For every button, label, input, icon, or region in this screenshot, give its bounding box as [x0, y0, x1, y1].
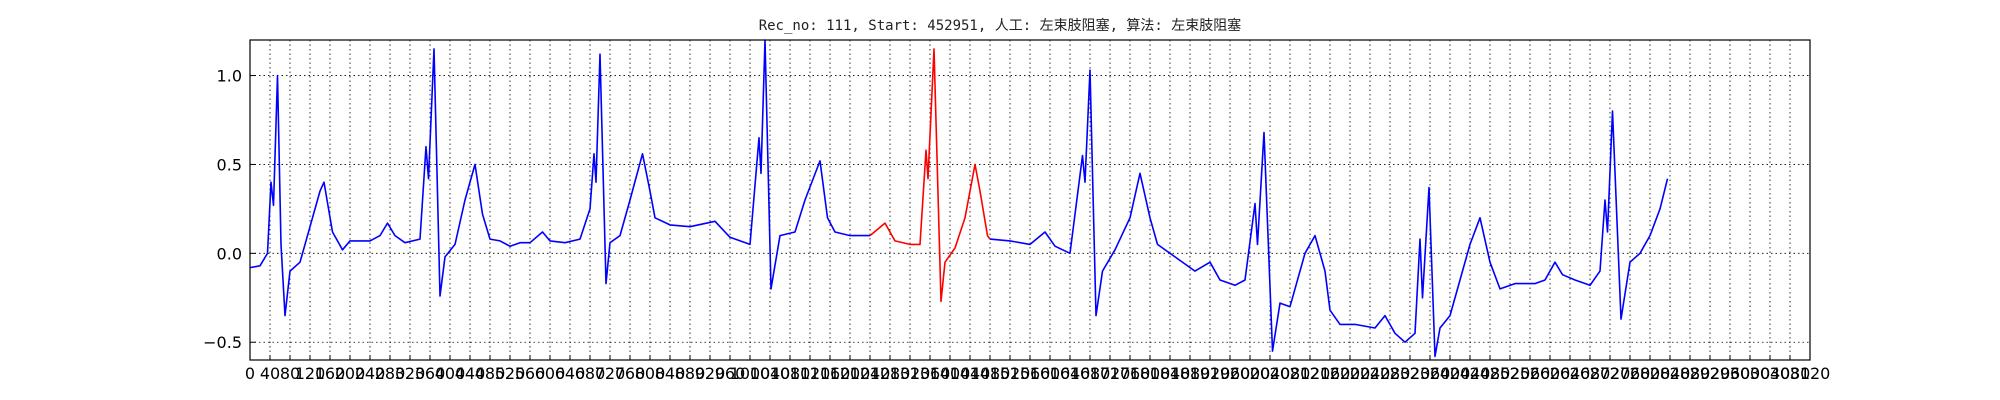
- y-axis: −0.5 0.0 0.5 1.0: [203, 67, 256, 352]
- x-tick-label: 2600: [1530, 364, 1571, 383]
- x-tick-label: 600: [535, 364, 566, 383]
- x-tick-label: 1760: [1110, 364, 1151, 383]
- x-tick-label: 200: [335, 364, 366, 383]
- x-tick-label: 1880: [1170, 364, 1211, 383]
- x-tick-label: 720: [595, 364, 626, 383]
- x-tick-label: 800: [635, 364, 666, 383]
- x-axis: 0 40 8012016020024028032036040044048052056…: [245, 355, 1830, 383]
- x-tick-label: 1160: [810, 364, 851, 383]
- x-tick-label: 40: [260, 364, 280, 383]
- x-tick-label: 2800: [1630, 364, 1671, 383]
- x-tick-label: 3080: [1770, 364, 1811, 383]
- x-tick-label: 1280: [870, 364, 911, 383]
- x-tick-label: 1520: [990, 364, 1031, 383]
- x-tick-label: 1960: [1210, 364, 1251, 383]
- x-tick-label: 3000: [1730, 364, 1771, 383]
- y-tick-label: 0.0: [217, 244, 242, 263]
- x-tick-label: 280: [375, 364, 406, 383]
- chart-title: Rec_no: 111, Start: 452951, 人工: 左束肢阻塞, 算…: [759, 17, 1242, 34]
- x-tick-label: 440: [455, 364, 486, 383]
- x-tick-label: 960: [715, 364, 746, 383]
- x-tick-label: 680: [575, 364, 606, 383]
- x-tick-label: 2480: [1470, 364, 1511, 383]
- x-tick-label: 1120: [790, 364, 831, 383]
- x-tick-label: 2680: [1570, 364, 1611, 383]
- x-tick-label: 1040: [750, 364, 791, 383]
- x-tick-label: 2840: [1650, 364, 1691, 383]
- x-tick-label: 240: [355, 364, 386, 383]
- x-tick-label: 840: [655, 364, 686, 383]
- x-tick-label: 1920: [1190, 364, 1231, 383]
- x-tick-label: 3120: [1790, 364, 1831, 383]
- x-tick-label: 1200: [830, 364, 871, 383]
- x-tick-label: 2720: [1590, 364, 1631, 383]
- x-tick-label: 480: [475, 364, 506, 383]
- series-line-1: [249, 39, 870, 317]
- y-tick-label: 1.0: [217, 67, 242, 86]
- x-tick-label: 1560: [1010, 364, 1051, 383]
- y-tick-label: 0.5: [217, 155, 242, 174]
- x-tick-label: 1440: [950, 364, 991, 383]
- x-tick-label: 0: [245, 364, 255, 383]
- x-tick-label: 1800: [1130, 364, 1171, 383]
- x-tick-label: 80: [280, 364, 300, 383]
- x-tick-label: 1400: [930, 364, 971, 383]
- x-tick-label: 160: [315, 364, 346, 383]
- x-tick-label: 1320: [890, 364, 931, 383]
- x-tick-label: 2360: [1410, 364, 1451, 383]
- x-tick-label: 760: [615, 364, 646, 383]
- x-tick-label: 2120: [1290, 364, 1331, 383]
- signal-series: [249, 39, 1669, 358]
- x-tick-label: 2560: [1510, 364, 1551, 383]
- x-tick-label: 880: [675, 364, 706, 383]
- x-tick-label: 1000: [730, 364, 771, 383]
- x-tick-label: 400: [435, 364, 466, 383]
- x-tick-label: 360: [415, 364, 446, 383]
- x-tick-label: 2080: [1270, 364, 1311, 383]
- x-tick-label: 2920: [1690, 364, 1731, 383]
- plot-area: [250, 40, 1810, 360]
- series-line-2: [869, 48, 991, 303]
- y-tick-label: −0.5: [203, 333, 242, 352]
- x-tick-label: 1840: [1150, 364, 1191, 383]
- x-tick-label: 1240: [850, 364, 891, 383]
- x-tick-label: 1600: [1030, 364, 1071, 383]
- x-tick-label: 3040: [1750, 364, 1791, 383]
- x-tick-label: 2040: [1250, 364, 1291, 383]
- x-tick-label: 920: [695, 364, 726, 383]
- x-tick-label: 2760: [1610, 364, 1651, 383]
- x-tick-label: 2640: [1550, 364, 1591, 383]
- x-tick-label: 1480: [970, 364, 1011, 383]
- x-tick-label: 2520: [1490, 364, 1531, 383]
- x-tick-label: 2960: [1710, 364, 1751, 383]
- x-tick-label: 2240: [1350, 364, 1391, 383]
- x-tick-label: 640: [555, 364, 586, 383]
- x-tick-label: 2000: [1230, 364, 1271, 383]
- x-tick-label: 1680: [1070, 364, 1111, 383]
- x-tick-label: 2160: [1310, 364, 1351, 383]
- x-tick-label: 2440: [1450, 364, 1491, 383]
- x-tick-label: 560: [515, 364, 546, 383]
- x-tick-label: 1640: [1050, 364, 1091, 383]
- x-tick-label: 520: [495, 364, 526, 383]
- x-tick-label: 2880: [1670, 364, 1711, 383]
- x-tick-label: 2280: [1370, 364, 1411, 383]
- x-tick-label: 2320: [1390, 364, 1431, 383]
- x-tick-label: 1720: [1090, 364, 1131, 383]
- x-tick-label: 2200: [1330, 364, 1371, 383]
- x-tick-label: 120: [295, 364, 326, 383]
- grid-lines: [250, 40, 1810, 360]
- x-tick-label: 320: [395, 364, 426, 383]
- x-tick-label: 1080: [770, 364, 811, 383]
- x-tick-label: 2400: [1430, 364, 1471, 383]
- series-line-3: [989, 69, 1669, 358]
- x-tick-label: 1360: [910, 364, 951, 383]
